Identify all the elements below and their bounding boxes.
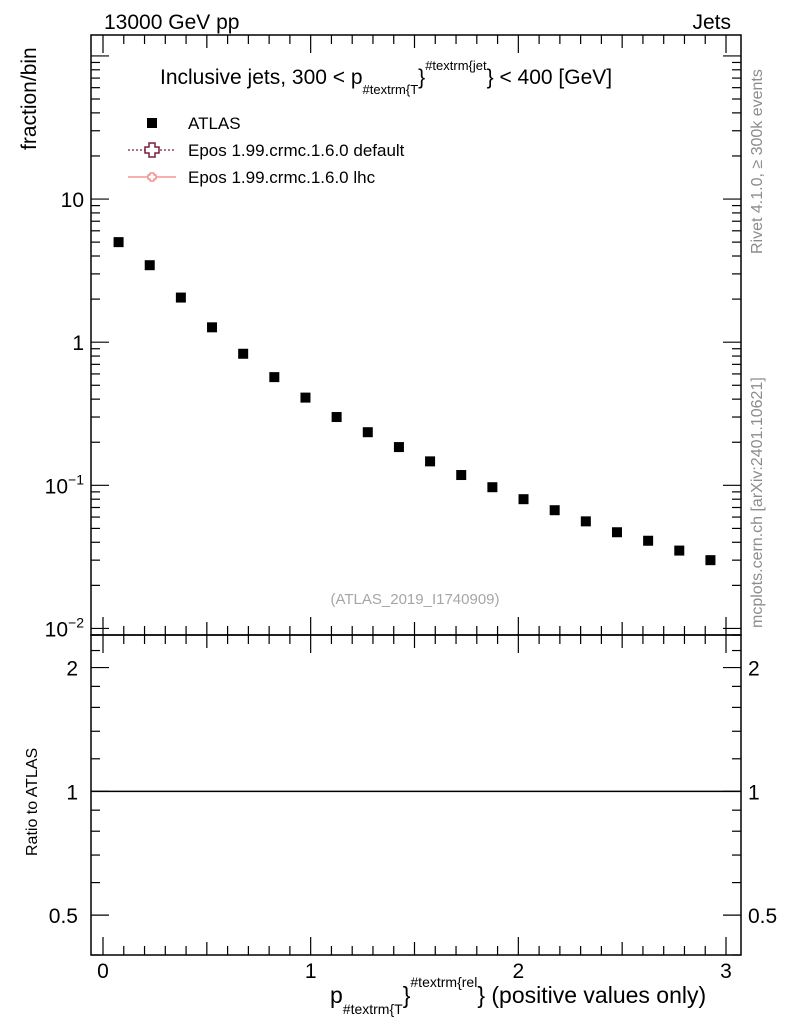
atlas-data-points [113,237,716,566]
x-axis-label-subscript: #textrm{T [343,1001,403,1017]
x-axis-label: p#textrm{T}#textrm{rel} (positive values… [330,974,706,1017]
x-tick-label: 0 [97,960,109,983]
legend: ATLAS Epos 1.99.crmc.1.6.0 default Epos … [128,114,405,187]
atlas-data-point [331,412,342,423]
ratio-y-axis-label: Ratio to ATLAS [24,748,41,856]
legend-epos-default-label: Epos 1.99.crmc.1.6.0 default [188,141,405,160]
ratio-plot-frame [90,634,742,956]
atlas-data-point [580,516,591,527]
legend-atlas-label: ATLAS [188,114,241,133]
x-axis-label-suffix: } (positive values only) [477,982,706,1008]
rivet-version-label: Rivet 4.1.0, ≥ 300k events [749,69,766,254]
legend-epos-lhc-label: Epos 1.99.crmc.1.6.0 lhc [188,168,376,187]
atlas-data-point [674,545,685,556]
ratio-y-tick-label-right: 2 [748,658,760,681]
ratio-y-tick-label-left: 2 [66,658,78,681]
analysis-id-label: (ATLAS_2019_I1740909) [330,591,499,608]
chart-title-prefix: Inclusive jets, 300 < p [160,66,363,89]
y-tick-label: 10−2 [45,614,85,641]
chart-title: Inclusive jets, 300 < p#textrm{T}#textrm… [160,58,612,97]
ratio-y-tick-label-right: 0.5 [748,905,777,928]
atlas-data-point [175,292,186,303]
header-process-label: Jets [692,11,731,34]
chart-title-mid: } [418,66,425,89]
y-tick-label: 10 [61,189,84,212]
atlas-data-point [549,505,560,516]
ratio-y-tick-label-right: 1 [748,781,760,804]
y-tick-label: 1 [72,332,84,355]
legend-epos-lhc-marker [147,172,157,182]
atlas-data-point [207,322,218,333]
main-y-axis-ticks: 10 1 10−1 10−2 [45,55,741,641]
atlas-data-point [269,372,280,383]
x-axis-label-superscript: #textrm{rel [410,974,477,990]
atlas-data-point [300,392,311,403]
chart-title-superscript: #textrm{jet [425,58,487,73]
x-axis-label-base: p [330,982,343,1008]
legend-atlas-marker [147,118,157,128]
x-tick-label: 3 [720,960,732,983]
y-axis-label: fraction/bin [18,47,41,150]
atlas-data-point [611,527,622,538]
header-collision-label: 13000 GeV pp [104,11,239,34]
y-tick-label: 10−1 [45,471,85,498]
ratio-y-tick-label-left: 0.5 [49,905,78,928]
x-tick-label: 2 [512,960,524,983]
legend-epos-default-marker [144,142,160,158]
main-x-axis-ticks [102,35,727,635]
chart-title-subscript: #textrm{T [363,82,419,97]
ratio-y-axis-ticks: 2 2 1 1 0.5 0.5 [49,634,777,956]
mcplots-credit-label: mcplots.cern.ch [arXiv:2401.10621] [749,377,766,628]
x-tick-label: 1 [305,960,317,983]
atlas-data-point [518,494,529,505]
atlas-data-point [144,260,155,271]
chart-title-suffix: } < 400 [GeV] [487,66,613,89]
atlas-data-point [643,535,654,546]
atlas-data-point [456,470,467,481]
atlas-data-point [487,482,498,493]
ratio-x-axis-ticks: 0 1 2 3 [97,635,732,983]
atlas-data-point [425,456,436,467]
atlas-data-point [238,348,249,359]
atlas-data-point [362,427,373,438]
ratio-y-tick-label-left: 1 [66,781,78,804]
atlas-data-point [113,237,124,248]
atlas-data-point [393,442,404,453]
x-axis-label-mid: } [403,982,411,1008]
atlas-data-point [705,555,716,566]
